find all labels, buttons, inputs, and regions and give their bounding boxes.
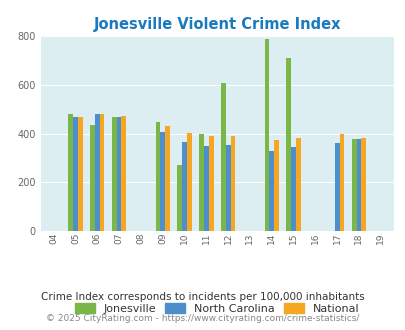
Bar (295, 138, 300, 231)
Bar (220, 83, 225, 231)
Bar (351, 139, 356, 231)
Bar (182, 142, 186, 231)
Bar (360, 138, 365, 231)
Title: Jonesville Violent Crime Index: Jonesville Violent Crime Index (93, 17, 340, 32)
Bar (160, 132, 165, 231)
Bar (165, 126, 169, 231)
Bar (339, 134, 343, 231)
Bar (269, 151, 273, 231)
Bar (100, 115, 104, 231)
Bar (121, 116, 126, 231)
Bar (155, 122, 160, 231)
Bar (290, 147, 295, 231)
Bar (334, 143, 339, 231)
Bar (203, 146, 208, 231)
Bar (225, 145, 230, 231)
Bar (116, 117, 121, 231)
Bar (286, 58, 290, 231)
Bar (90, 125, 95, 231)
Legend: Jonesville, North Carolina, National: Jonesville, North Carolina, National (70, 299, 363, 318)
Bar (208, 136, 213, 231)
Bar (177, 165, 182, 231)
Bar (356, 139, 360, 231)
Bar (186, 133, 191, 231)
Bar (264, 40, 269, 231)
Bar (273, 140, 278, 231)
Text: Crime Index corresponds to incidents per 100,000 inhabitants: Crime Index corresponds to incidents per… (41, 292, 364, 302)
Bar (78, 117, 83, 231)
Bar (73, 117, 78, 231)
Bar (68, 114, 73, 231)
Text: © 2025 CityRating.com - https://www.cityrating.com/crime-statistics/: © 2025 CityRating.com - https://www.city… (46, 314, 359, 323)
Bar (112, 117, 116, 231)
Bar (198, 134, 203, 231)
Bar (230, 136, 235, 231)
Bar (95, 114, 100, 231)
